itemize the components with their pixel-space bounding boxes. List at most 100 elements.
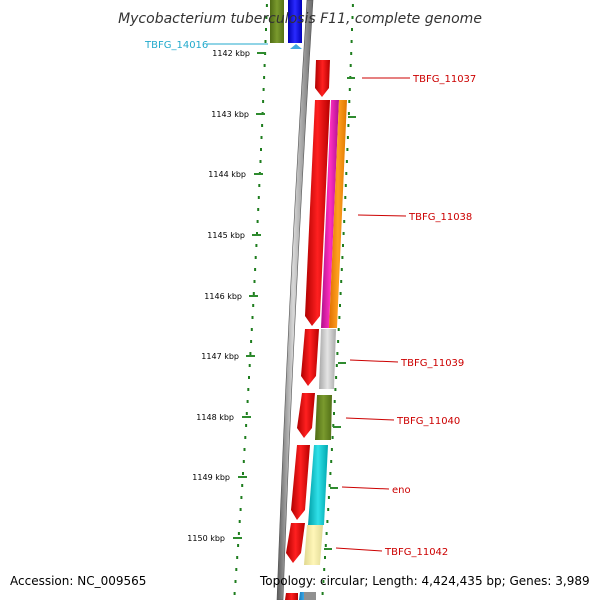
right-ring-dot [335, 376, 338, 379]
left-ring-dot [235, 568, 238, 571]
feature-yellow [304, 525, 323, 565]
leader-TBFG_11038 [357, 214, 407, 217]
left-ring-dot [263, 76, 266, 79]
left-ring-dot [265, 16, 268, 19]
right-ring-dot [349, 64, 352, 67]
right-ring-dot [342, 244, 344, 247]
right-ring-dot [347, 124, 350, 127]
left-ring-dot [237, 532, 240, 535]
right-ring-dot [344, 184, 347, 187]
right-ring-dot [342, 232, 345, 235]
right-ring-dot [340, 280, 343, 283]
feature-olive-top [270, 0, 284, 43]
right-ring-dot [344, 196, 347, 199]
left-ring-dot [263, 64, 266, 67]
right-ring-dot [351, 16, 354, 19]
feature-red-eno [291, 445, 310, 520]
left-ring-dot [259, 160, 262, 163]
feature-cyan-arrow [290, 44, 302, 49]
topology-text: Topology: circular; Length: 4,424,435 bp… [260, 574, 590, 588]
gene-label-TBFG_14016[interactable]: TBFG_14016 [144, 40, 208, 51]
accession-text: Accession: NC_009565 [10, 574, 147, 588]
feature-red-TBFG_11039 [301, 329, 319, 386]
gene-label-eno[interactable]: eno [392, 485, 411, 496]
left-ring-dot [242, 460, 245, 463]
left-ring-dot [265, 28, 267, 31]
left-ring-dot [254, 268, 257, 271]
feature-cyan [308, 445, 328, 525]
right-ring-dot [346, 148, 349, 151]
left-ring-dot [264, 40, 267, 43]
gene-label-TBFG_11040[interactable]: TBFG_11040 [396, 416, 460, 427]
feature-red-bottom [285, 593, 298, 600]
feature-magenta [321, 100, 339, 328]
feature-red-TBFG_11037 [315, 60, 330, 97]
right-ring-dot [343, 208, 346, 211]
kbp-label-1148: 1148 kbp [196, 413, 234, 422]
left-ring-dot [258, 184, 261, 187]
right-ring-dot [350, 40, 353, 43]
right-ring-dot [339, 292, 342, 295]
right-ring-dot [348, 88, 351, 91]
gene-label-TBFG_11038[interactable]: TBFG_11038 [408, 212, 472, 223]
leader-TBFG_11042 [335, 547, 383, 552]
left-ring-dot [246, 400, 249, 403]
gene-label-TBFG_11042[interactable]: TBFG_11042 [384, 547, 448, 558]
left-ring-dot [255, 244, 258, 247]
right-ring-dot [351, 4, 354, 7]
right-ring-dot [347, 112, 350, 115]
right-ring-dot [336, 352, 339, 355]
leader-eno [341, 486, 390, 490]
left-ring-dot [260, 148, 262, 151]
left-ring-dot [260, 136, 263, 139]
right-ring-dot [323, 568, 326, 571]
right-ring-dot [324, 556, 326, 559]
right-ring-dot [327, 508, 330, 511]
right-ring-dot [338, 316, 341, 319]
left-ring-dot [256, 220, 259, 223]
right-ring-dot [348, 100, 351, 103]
left-ring-dot [241, 484, 244, 487]
feature-olive [315, 395, 332, 440]
left-ring-dot [236, 556, 239, 559]
right-ring-dot [337, 328, 340, 331]
right-ring-dot [330, 460, 333, 463]
gene-label-TBFG_11039[interactable]: TBFG_11039 [400, 358, 464, 369]
right-ring-dot [346, 136, 349, 139]
feature-red-TBFG_11038 [305, 100, 330, 326]
right-ring-dot [331, 436, 334, 439]
feature-orange [329, 100, 347, 328]
right-ring-dot [350, 52, 353, 55]
left-ring-dot [239, 508, 242, 511]
leader-TBFG_11040 [345, 417, 395, 421]
right-ring-dot [333, 412, 335, 415]
right-ring-dot [327, 496, 330, 499]
left-ring-dot [257, 208, 260, 211]
kbp-label-1147: 1147 kbp [201, 352, 239, 361]
right-ring-dot [325, 532, 328, 535]
right-ring-dot [330, 448, 333, 451]
right-ring-dot [322, 580, 325, 583]
left-ring-dot [254, 256, 257, 259]
left-ring-dot [249, 352, 252, 355]
right-ring-dot [337, 340, 340, 343]
right-ring-dot [345, 172, 348, 175]
left-ring-dot [248, 364, 251, 367]
left-ring-dot [245, 424, 248, 427]
gene-label-TBFG_11037[interactable]: TBFG_11037 [412, 74, 476, 85]
left-ring-dot [233, 592, 236, 595]
left-ring-dot [265, 4, 268, 7]
left-ring-dot [244, 436, 247, 439]
left-ring-dot [248, 376, 250, 379]
feature-red-TBFG_11042 [286, 523, 305, 563]
left-ring-dot [245, 412, 248, 415]
right-ring-dot [324, 544, 327, 547]
right-ring-dot [329, 472, 332, 475]
left-ring-dot [247, 388, 250, 391]
right-ring-dot [332, 424, 335, 427]
feature-grey [319, 329, 336, 389]
left-ring-dot [240, 496, 243, 499]
left-ring-dot [262, 100, 265, 103]
kbp-label-1145: 1145 kbp [207, 231, 245, 240]
